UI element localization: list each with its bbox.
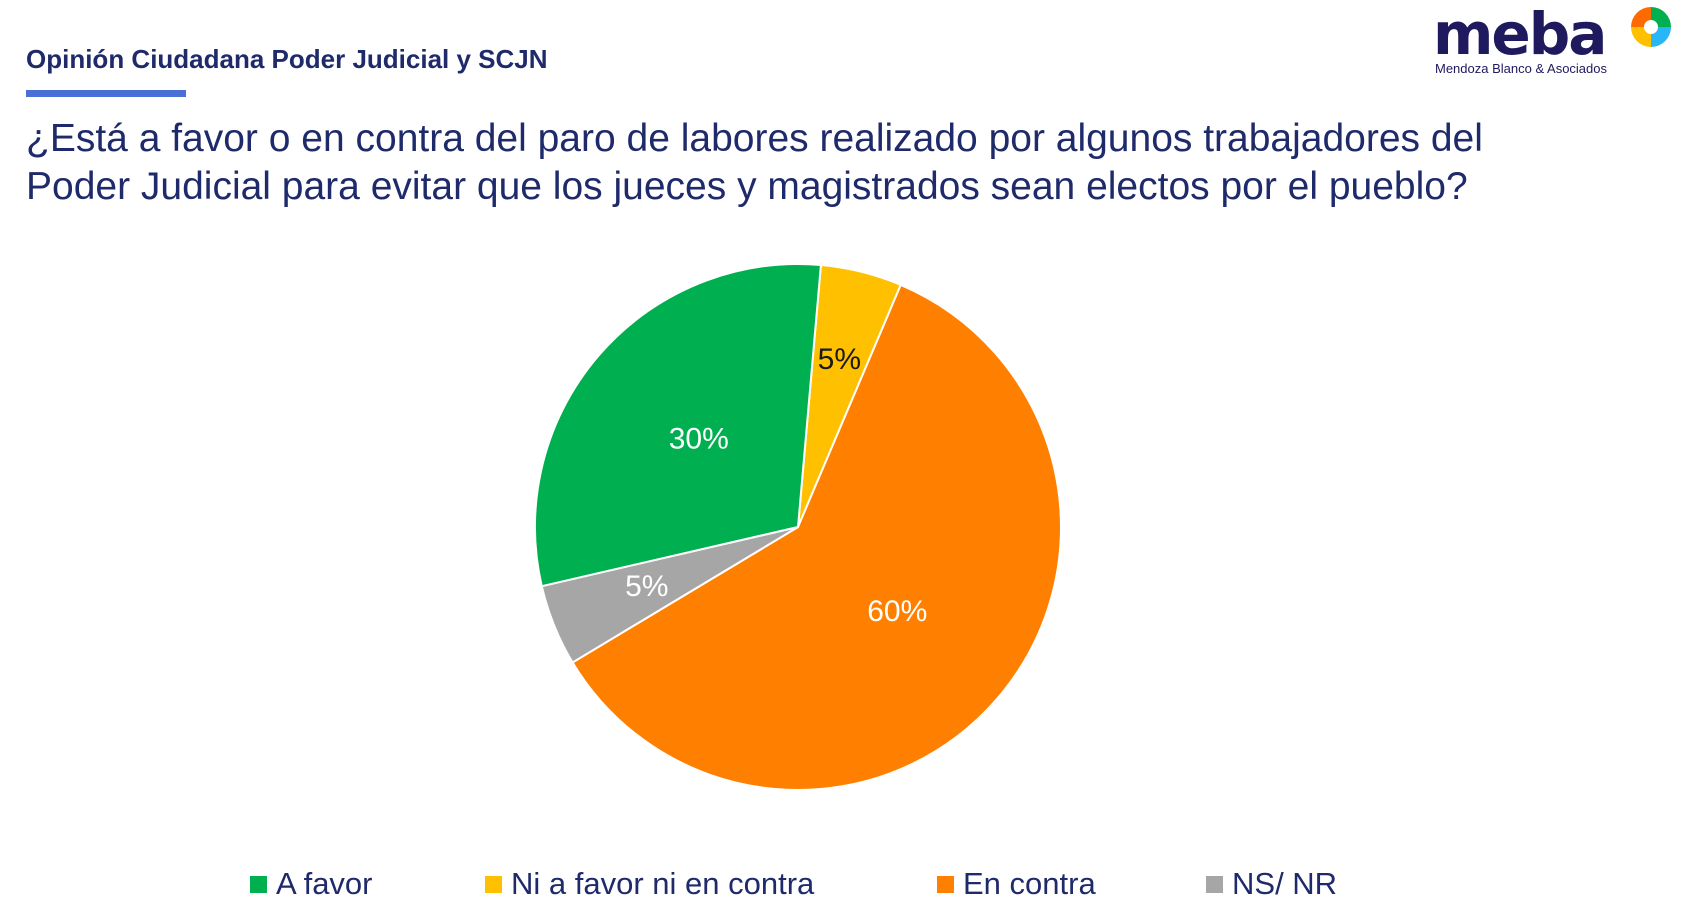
legend-swatch — [1206, 875, 1223, 893]
logo-wordmark: meba — [1433, 0, 1607, 68]
data-label: 30% — [669, 423, 729, 456]
legend-item-ni-a-favor: Ni a favor ni en contra — [485, 866, 814, 902]
legend-item-en-contra: En contra — [937, 866, 1096, 902]
pie-slice-a-favor — [534, 263, 823, 588]
logo-subtitle: Mendoza Blanco & Asociados — [1435, 61, 1607, 76]
legend-label: En contra — [963, 866, 1096, 901]
legend-label: A favor — [276, 866, 373, 901]
data-label: 5% — [818, 343, 861, 376]
meba-logo: meba Mendoza Blanco & Asociados — [1433, 0, 1683, 78]
legend-item-a-favor: A favor — [250, 866, 373, 902]
logo-mark-icon — [1631, 7, 1671, 47]
survey-question: ¿Está a favor o en contra del paro de la… — [26, 117, 1483, 208]
legend-label: Ni a favor ni en contra — [511, 866, 815, 901]
data-label: 5% — [625, 570, 668, 603]
legend-swatch — [485, 875, 502, 893]
page-title: Opinión Ciudadana Poder Judicial y SCJN — [26, 44, 548, 74]
legend-item-ns-nr: NS/ NR — [1206, 866, 1337, 902]
data-label: 60% — [867, 595, 927, 628]
title-underline — [26, 90, 186, 97]
legend-swatch — [937, 875, 954, 893]
legend-label: NS/ NR — [1232, 866, 1338, 901]
chart-legend: A favor Ni a favor ni en contra En contr… — [0, 866, 1691, 902]
pie-slice-en-contra — [571, 283, 1062, 791]
legend-swatch — [250, 875, 267, 893]
